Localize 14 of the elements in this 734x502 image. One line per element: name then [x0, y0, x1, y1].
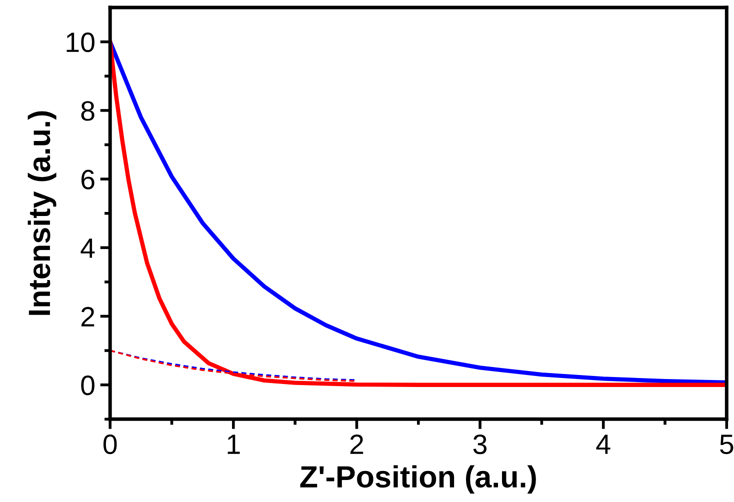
x-tick-label: 2 — [350, 434, 364, 454]
x-tick-label: 1 — [228, 434, 240, 454]
y-tick-label: 8 — [81, 101, 94, 121]
x-tick-label: 0 — [103, 434, 117, 454]
x-tick-label: 4 — [596, 434, 610, 454]
y-tick-label: 0 — [81, 376, 94, 396]
y-axis-title: Intensity (a.u.) — [28, 111, 56, 315]
y-tick-label: 4 — [80, 238, 95, 258]
x-tick-label: 3 — [473, 434, 487, 454]
y-tick-label: 6 — [81, 170, 94, 190]
x-tick-label: 5 — [720, 434, 734, 454]
y-tick-label: 10 — [66, 32, 94, 52]
y-tick-label: 2 — [81, 306, 94, 326]
x-axis-title: Z'-Position (a.u.) — [300, 465, 536, 494]
